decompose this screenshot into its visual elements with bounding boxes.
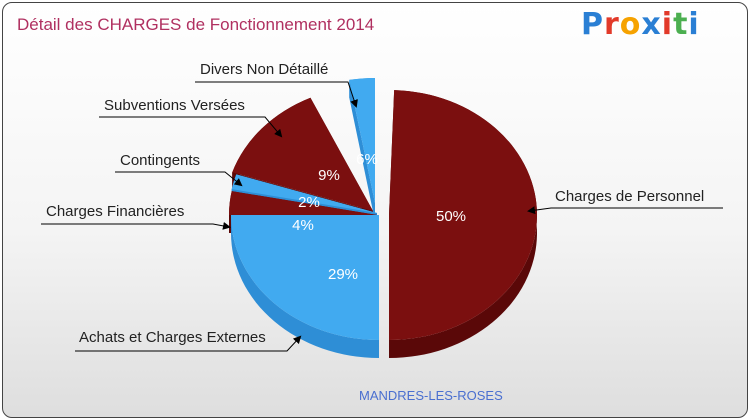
pie-slice [349,78,375,203]
city-name: MANDRES-LES-ROSES [359,388,503,403]
logo-letter: i [688,7,700,42]
pie-slice [232,97,373,211]
pie-slice [229,191,377,215]
slice-category-label: Contingents [120,152,200,169]
logo-letter: o [619,7,642,42]
pie-slice-face [349,79,375,221]
slice-category-label: Achats et Charges Externes [79,329,266,346]
slice-leader-line [99,116,283,138]
chart-title: Détail des CHARGES de Fonctionnement 201… [17,15,375,34]
logo-letter: r [604,7,620,42]
slice-percent-label: 9% [318,167,340,184]
slice-leader-line [195,81,358,108]
pie-slice [231,174,377,213]
logo-letter: i [661,7,674,42]
slice-percent-label: 2% [298,194,320,211]
logo-letter: x [641,7,662,42]
pie-slice [389,90,538,341]
slice-category-label: Subventions Versées [104,97,245,114]
slice-percent-label: 6% [356,151,378,168]
slice-category-label: Charges Financières [46,203,184,220]
logo-letter: P [581,7,604,42]
slice-percent-label: 4% [292,217,314,234]
slice-category-label: Charges de Personnel [555,188,704,205]
slice-leader-line [41,221,231,230]
pie-slice [231,215,379,340]
slice-leader-line [527,206,723,215]
slice-percent-label: 50% [436,208,466,225]
slice-category-label: Divers Non Détaillé [200,61,328,78]
slice-leader-line [75,335,302,352]
pie-chart: 50% 29% 4% 2% 9% 6% Charges de Personnel Achats… [41,61,723,359]
slice-leader-line [115,171,243,187]
slice-percent-label: 29% [328,266,358,283]
logo-letter: t [673,7,689,42]
pie-slice-side [231,215,379,358]
proxiti-logo[interactable]: Proxiti [581,7,700,42]
